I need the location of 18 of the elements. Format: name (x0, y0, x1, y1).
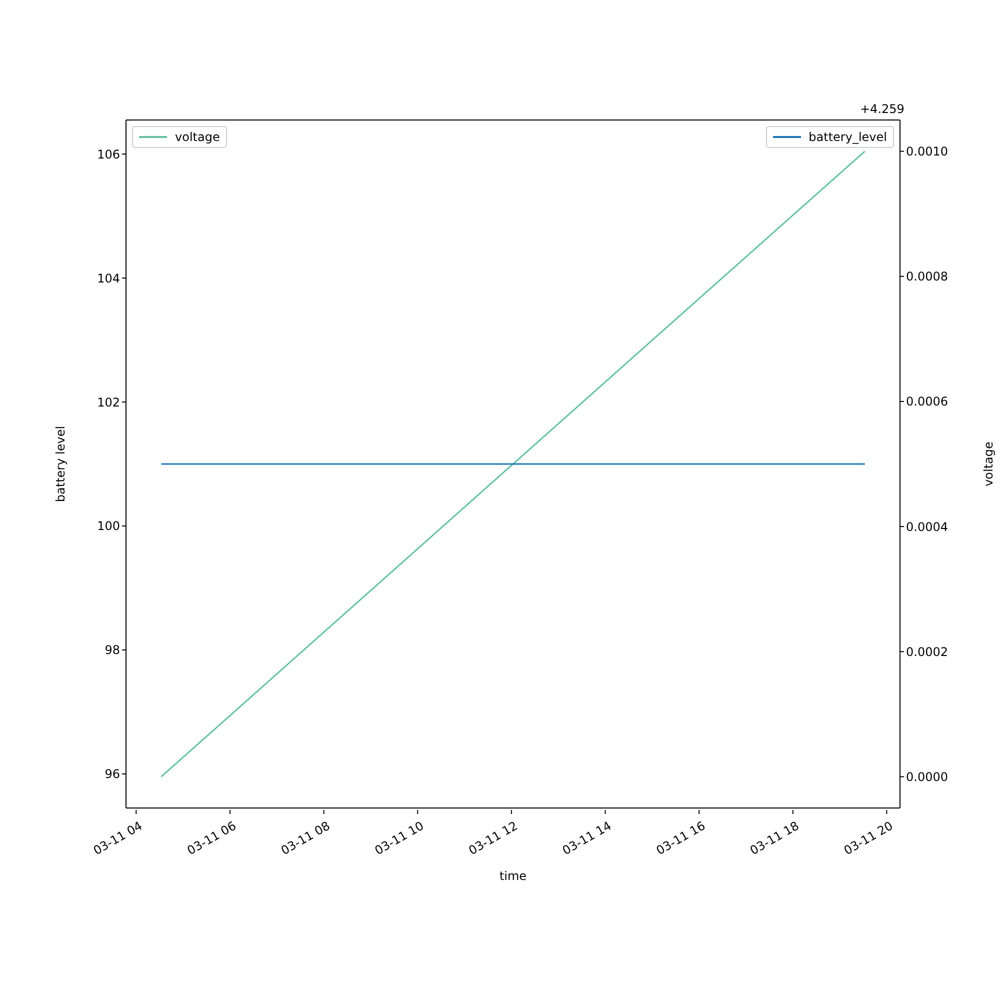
text: +4.259 (860, 102, 904, 116)
y2-axis-title: voltage (981, 442, 996, 486)
y-tick-label: 98 (104, 643, 120, 658)
y-tick-label: 106 (97, 147, 120, 162)
y2-tick-label: 0.0006 (906, 394, 948, 409)
y2-tick-label: 0.0004 (906, 520, 948, 534)
y2-tick-label: 0.0000 (906, 770, 948, 784)
y2-tick-label: 0.0002 (906, 644, 948, 659)
y-tick-label: 104 (97, 271, 120, 286)
y2-tick-label: 0.0008 (906, 270, 948, 284)
legend-label: voltage (132, 126, 227, 148)
y2-tick-label: 0.0010 (906, 144, 948, 159)
y-tick-label: 102 (97, 395, 120, 410)
x-axis-title: time (499, 869, 527, 883)
legend-label: battery_level (766, 126, 894, 148)
y-tick-label: 100 (97, 519, 120, 534)
y-axis-title: battery level (53, 426, 68, 502)
y-tick-label: 96 (104, 767, 120, 782)
